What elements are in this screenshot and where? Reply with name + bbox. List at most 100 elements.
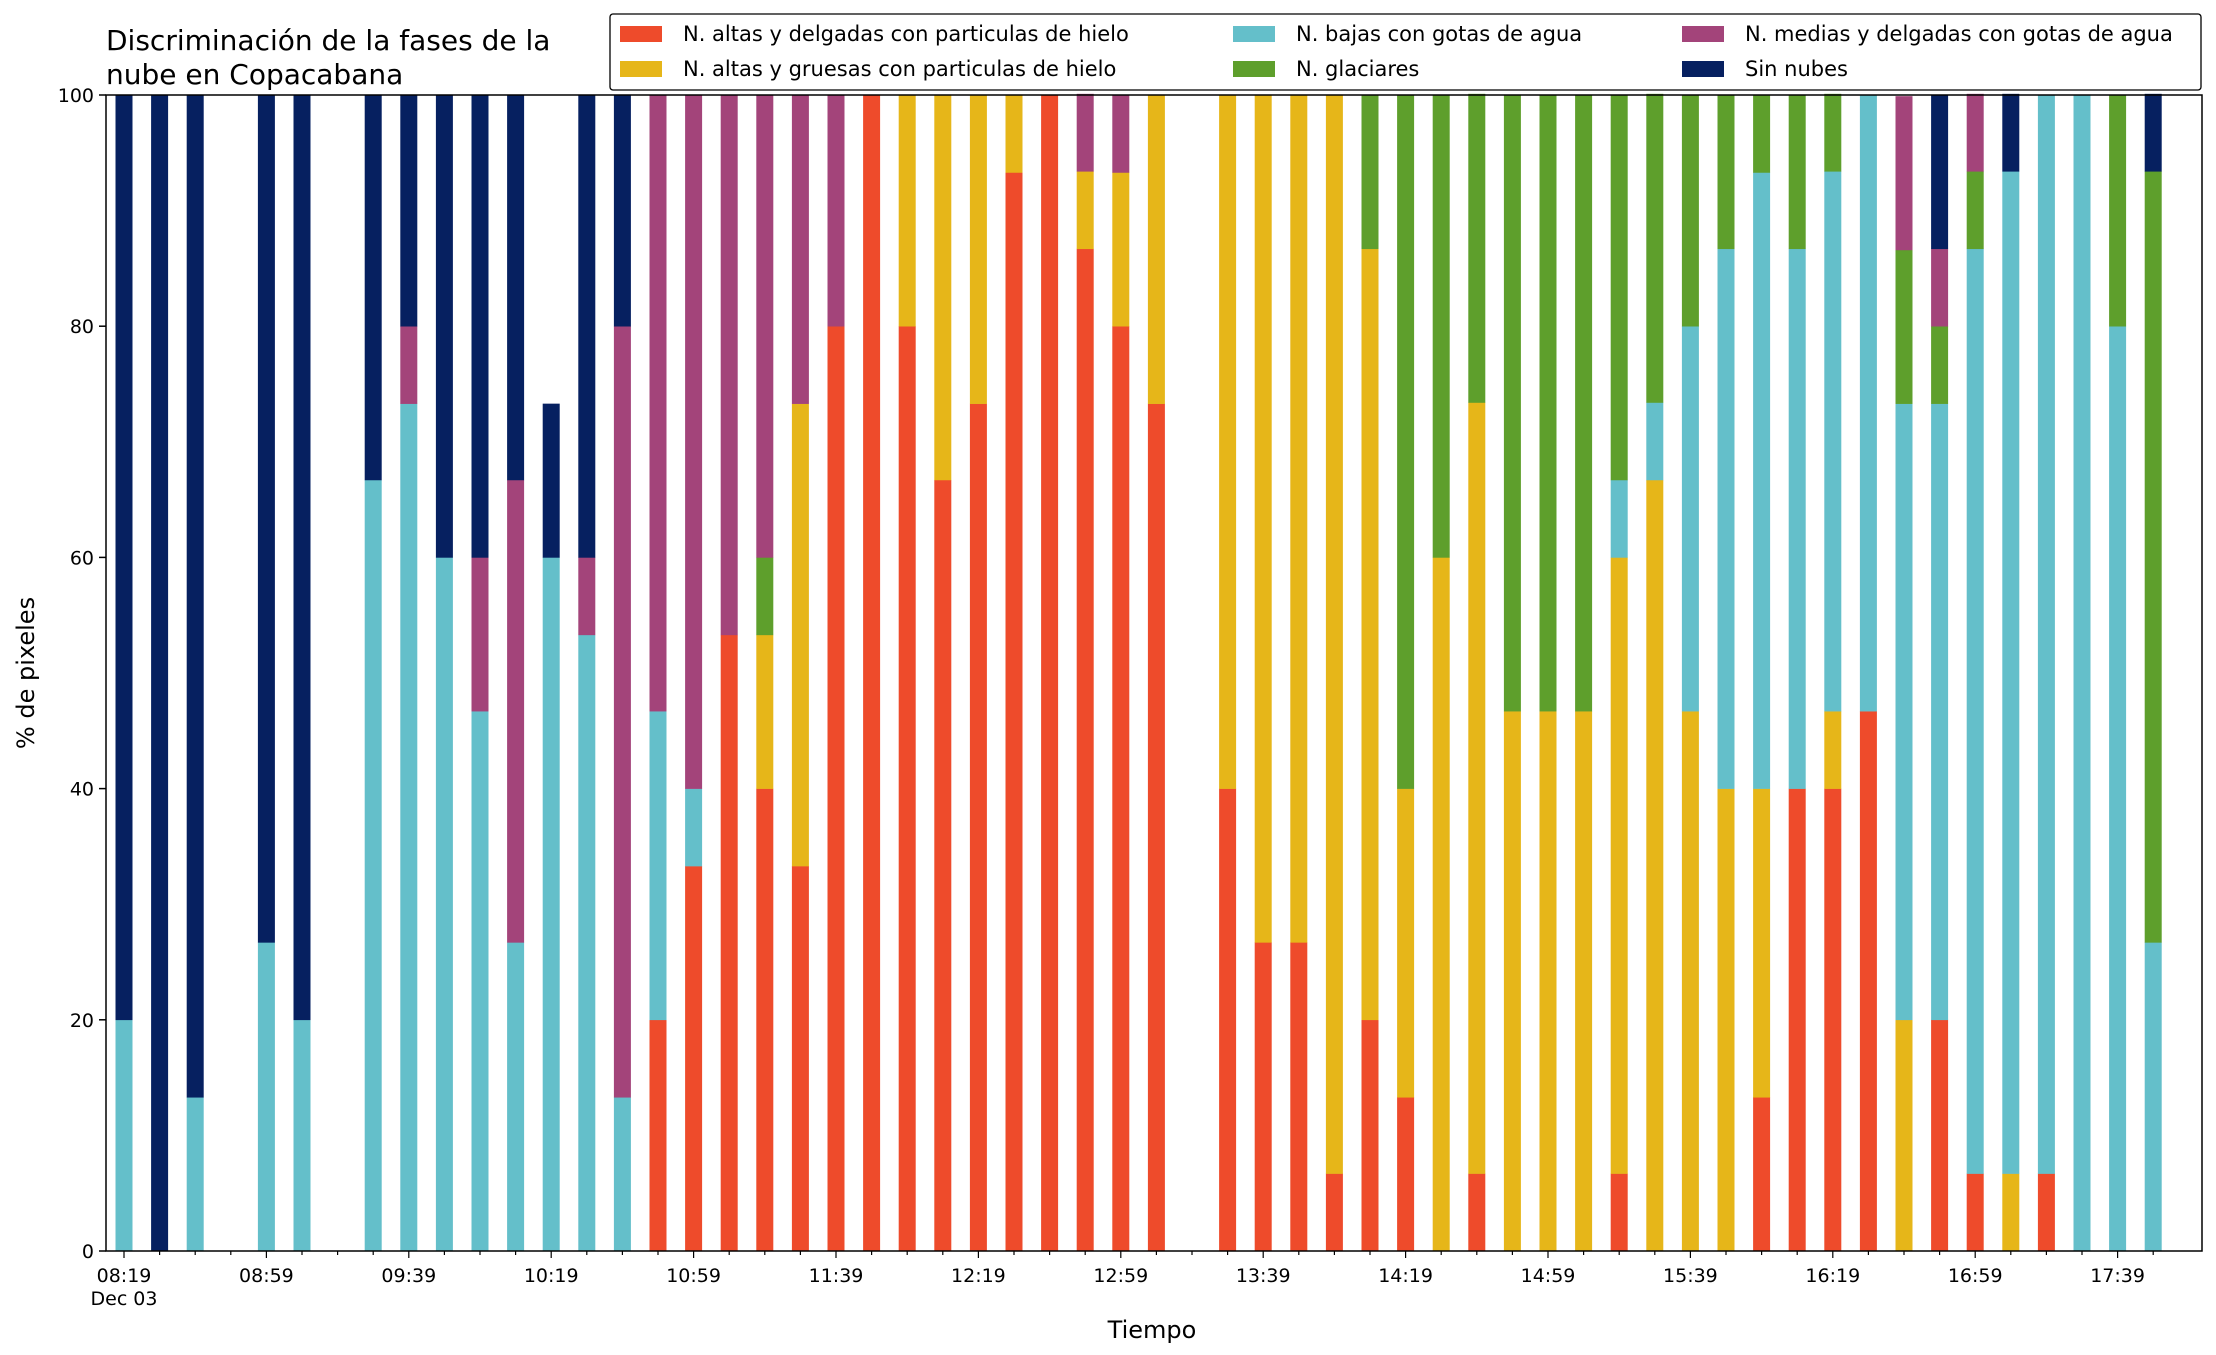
bar-segment-s1-t36	[1397, 788, 1415, 1098]
bar-segment-s0-t33	[1290, 942, 1308, 1252]
bar-segment-s1-t27	[1076, 171, 1094, 250]
bar-segment-s2-t43	[1646, 402, 1664, 481]
legend-swatch	[620, 26, 662, 42]
chart-title-line-2: nube en Copacabana	[106, 58, 403, 91]
bar-segment-s5-t7	[364, 95, 382, 481]
bar-segment-s3-t18	[756, 557, 774, 636]
bar-segment-s3-t44	[1681, 95, 1699, 327]
bar-segment-s2-t12	[542, 557, 560, 1252]
bar-segment-s2-t54	[2037, 95, 2055, 1174]
y-tick-label: 80	[70, 316, 94, 338]
bar-segment-s0-t25	[1005, 172, 1023, 1252]
legend-label: N. glaciares	[1296, 57, 1419, 81]
legend-label: N. altas y gruesas con particulas de hie…	[683, 57, 1116, 81]
bar-segment-s5-t11	[507, 95, 525, 481]
bar-segment-s0-t22	[898, 326, 916, 1252]
bar-segment-s3-t46	[1753, 95, 1771, 173]
legend-swatch	[1682, 61, 1724, 77]
x-tick-sublabel: Dec 03	[91, 1288, 158, 1310]
bar-segment-s3-t39	[1503, 95, 1521, 712]
bar-segment-s3-t47	[1788, 95, 1806, 250]
x-tick-label: 10:19	[524, 1265, 579, 1287]
legend-swatch	[1233, 26, 1275, 42]
y-tick-label: 0	[82, 1241, 94, 1263]
bar-segment-s3-t56	[2109, 95, 2127, 327]
x-tick-label: 16:59	[1948, 1265, 2003, 1287]
bar-segment-s4-t27	[1076, 93, 1094, 172]
legend-swatch	[1233, 61, 1275, 77]
bar-segment-s4-t17	[720, 95, 738, 636]
bar-segment-s2-t4	[257, 942, 275, 1252]
bar-segment-s1-t46	[1753, 788, 1771, 1098]
y-tick-label: 60	[70, 547, 94, 569]
bar-segment-s1-t18	[756, 634, 774, 789]
bar-segment-s4-t20	[827, 95, 845, 327]
bar-segment-s3-t48	[1824, 93, 1842, 172]
bar-segment-s0-t35	[1361, 1019, 1379, 1252]
plot-frame	[105, 94, 2203, 1252]
bar-segment-s0-t54	[2037, 1173, 2055, 1252]
y-tick-label: 100	[58, 85, 94, 107]
chart-title-line-1: Discriminación de la fases de la	[106, 24, 550, 57]
bar-segment-s1-t38	[1468, 402, 1486, 1174]
bar-segment-s2-t44	[1681, 326, 1699, 712]
bar-segment-s2-t14	[613, 1097, 631, 1252]
bar-segment-s2-t2	[186, 1097, 204, 1252]
bar-segment-s2-t16	[685, 788, 703, 867]
bar-segment-s1-t45	[1717, 788, 1735, 1252]
x-tick-label: 17:39	[2090, 1265, 2145, 1287]
bar-segment-s5-t0	[115, 95, 133, 1021]
bar-segment-s5-t5	[293, 95, 311, 1021]
legend-frame	[609, 13, 2202, 91]
bar-segment-s3-t37	[1432, 95, 1450, 558]
bar-segment-s3-t45	[1717, 95, 1735, 250]
bar-segment-s1-t40	[1539, 711, 1557, 1252]
bar-segment-s0-t23	[934, 479, 952, 1252]
legend-swatch	[1682, 26, 1724, 42]
bar-segment-s0-t32	[1254, 942, 1272, 1252]
x-tick-label: 14:59	[1521, 1265, 1576, 1287]
bar-segment-s3-t50	[1895, 249, 1913, 404]
x-tick-label: 15:39	[1663, 1265, 1718, 1287]
bar-segment-s2-t5	[293, 1019, 311, 1252]
bar-segment-s2-t50	[1895, 403, 1913, 1021]
bar-segment-s5-t14	[613, 95, 631, 327]
x-tick-label: 08:19	[97, 1265, 152, 1287]
bar-segment-s3-t35	[1361, 95, 1379, 250]
bar-segment-s2-t11	[507, 942, 525, 1252]
bar-segment-s2-t7	[364, 479, 382, 1252]
bar-segment-s4-t15	[649, 95, 667, 712]
x-tick-label: 12:19	[951, 1265, 1006, 1287]
bar-segment-s2-t9	[435, 557, 453, 1252]
bar-segment-s0-t17	[720, 634, 738, 1252]
bar-segment-s1-t35	[1361, 248, 1379, 1021]
bar-segment-s5-t12	[542, 403, 560, 558]
bar-segment-s3-t41	[1575, 95, 1593, 712]
x-tick-label: 10:59	[666, 1265, 721, 1287]
y-axis: 0 20 40 60 80 100	[58, 85, 106, 1263]
bar-segment-s3-t57	[2144, 171, 2162, 943]
bar-segment-s2-t46	[1753, 172, 1771, 789]
bar-segment-s2-t57	[2144, 942, 2162, 1252]
bar-segment-s1-t31	[1219, 95, 1237, 789]
bar-segment-s4-t50	[1895, 96, 1913, 251]
bar-segment-s3-t38	[1468, 93, 1486, 403]
bar-segment-s4-t16	[685, 95, 703, 789]
bar-segment-s0-t19	[791, 866, 809, 1252]
bar-segment-s1-t23	[934, 95, 952, 481]
bar-segment-s3-t52	[1966, 171, 1984, 250]
legend-label: Sin nubes	[1745, 57, 1848, 81]
bar-segment-s0-t15	[649, 1019, 667, 1252]
bar-segment-s4-t52	[1966, 93, 1984, 172]
bar-segment-s4-t14	[613, 326, 631, 1098]
x-tick-label: 16:19	[1805, 1265, 1860, 1287]
x-axis: 08:19 08:59 09:39 10:19 10:59 11:39 12:19 12:59…	[97, 1251, 2154, 1287]
bar-segment-s0-t38	[1468, 1173, 1486, 1252]
bar-segment-s5-t13	[578, 95, 596, 558]
bar-segment-s4-t28	[1112, 95, 1130, 173]
x-tick-label: 14:19	[1378, 1265, 1433, 1287]
bar-segment-s1-t19	[791, 403, 809, 867]
bar-segment-s0-t34	[1325, 1173, 1343, 1252]
bar-segment-s2-t13	[578, 634, 596, 1252]
